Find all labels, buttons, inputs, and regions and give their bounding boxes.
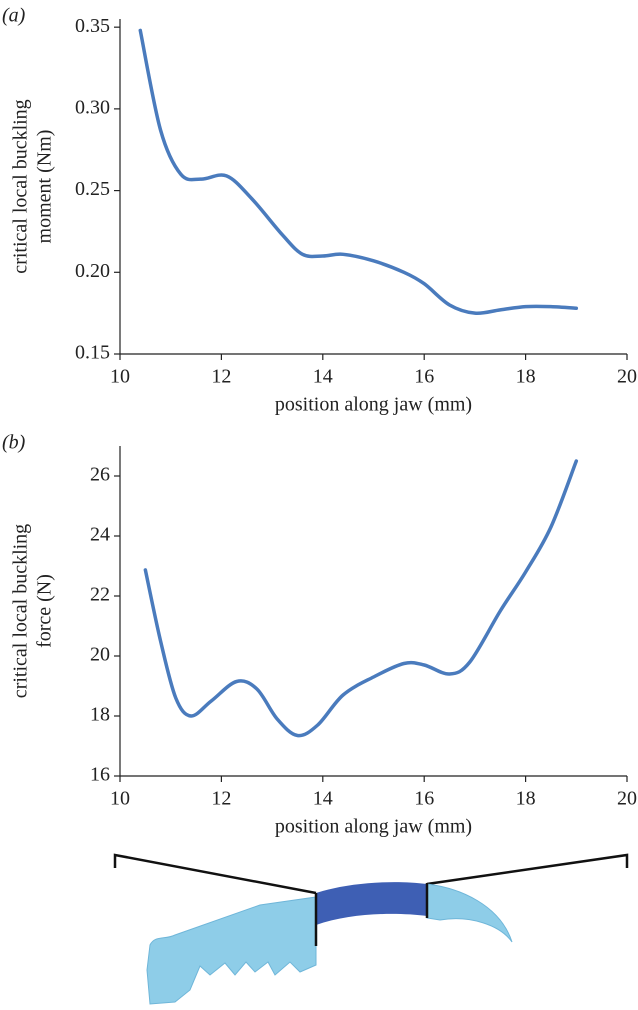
x-tick-label: 20 (617, 366, 637, 388)
x-tick-label: 14 (313, 788, 333, 810)
y-tick-label: 22 (90, 584, 110, 606)
panel-label: (a) (2, 5, 26, 27)
y-axis-label: moment (Nm) (34, 130, 56, 244)
x-tick-label: 18 (516, 366, 536, 388)
y-tick-label: 18 (90, 704, 110, 726)
y-tick-label: 20 (90, 644, 110, 666)
y-tick-label: 0.25 (75, 178, 110, 200)
x-tick-label: 16 (414, 788, 434, 810)
x-tick-label: 20 (617, 788, 637, 810)
x-tick-label: 10 (110, 366, 130, 388)
x-tick-label: 12 (211, 366, 231, 388)
x-tick-label: 18 (516, 788, 536, 810)
y-tick-label: 26 (90, 464, 110, 486)
x-tick-label: 14 (313, 366, 333, 388)
x-tick-label: 12 (211, 788, 231, 810)
x-axis-label: position along jaw (mm) (275, 816, 472, 838)
y-tick-label: 16 (90, 764, 110, 786)
y-tick-label: 0.20 (75, 260, 110, 282)
y-tick-label: 24 (90, 524, 110, 546)
x-axis-label: position along jaw (mm) (275, 394, 472, 416)
panel-label: (b) (2, 432, 26, 454)
x-tick-label: 16 (414, 366, 434, 388)
y-axis-label: critical local buckling (10, 99, 32, 273)
y-tick-label: 0.30 (75, 96, 110, 118)
y-tick-label: 0.15 (75, 342, 110, 364)
y-tick-label: 0.35 (75, 15, 110, 37)
jaw-illustration (113, 853, 629, 1005)
x-tick-label: 10 (110, 788, 130, 810)
y-axis-label: critical local buckling (10, 524, 32, 698)
y-axis-label: force (N) (34, 574, 56, 648)
data-line (143, 459, 579, 738)
data-line (138, 28, 579, 316)
